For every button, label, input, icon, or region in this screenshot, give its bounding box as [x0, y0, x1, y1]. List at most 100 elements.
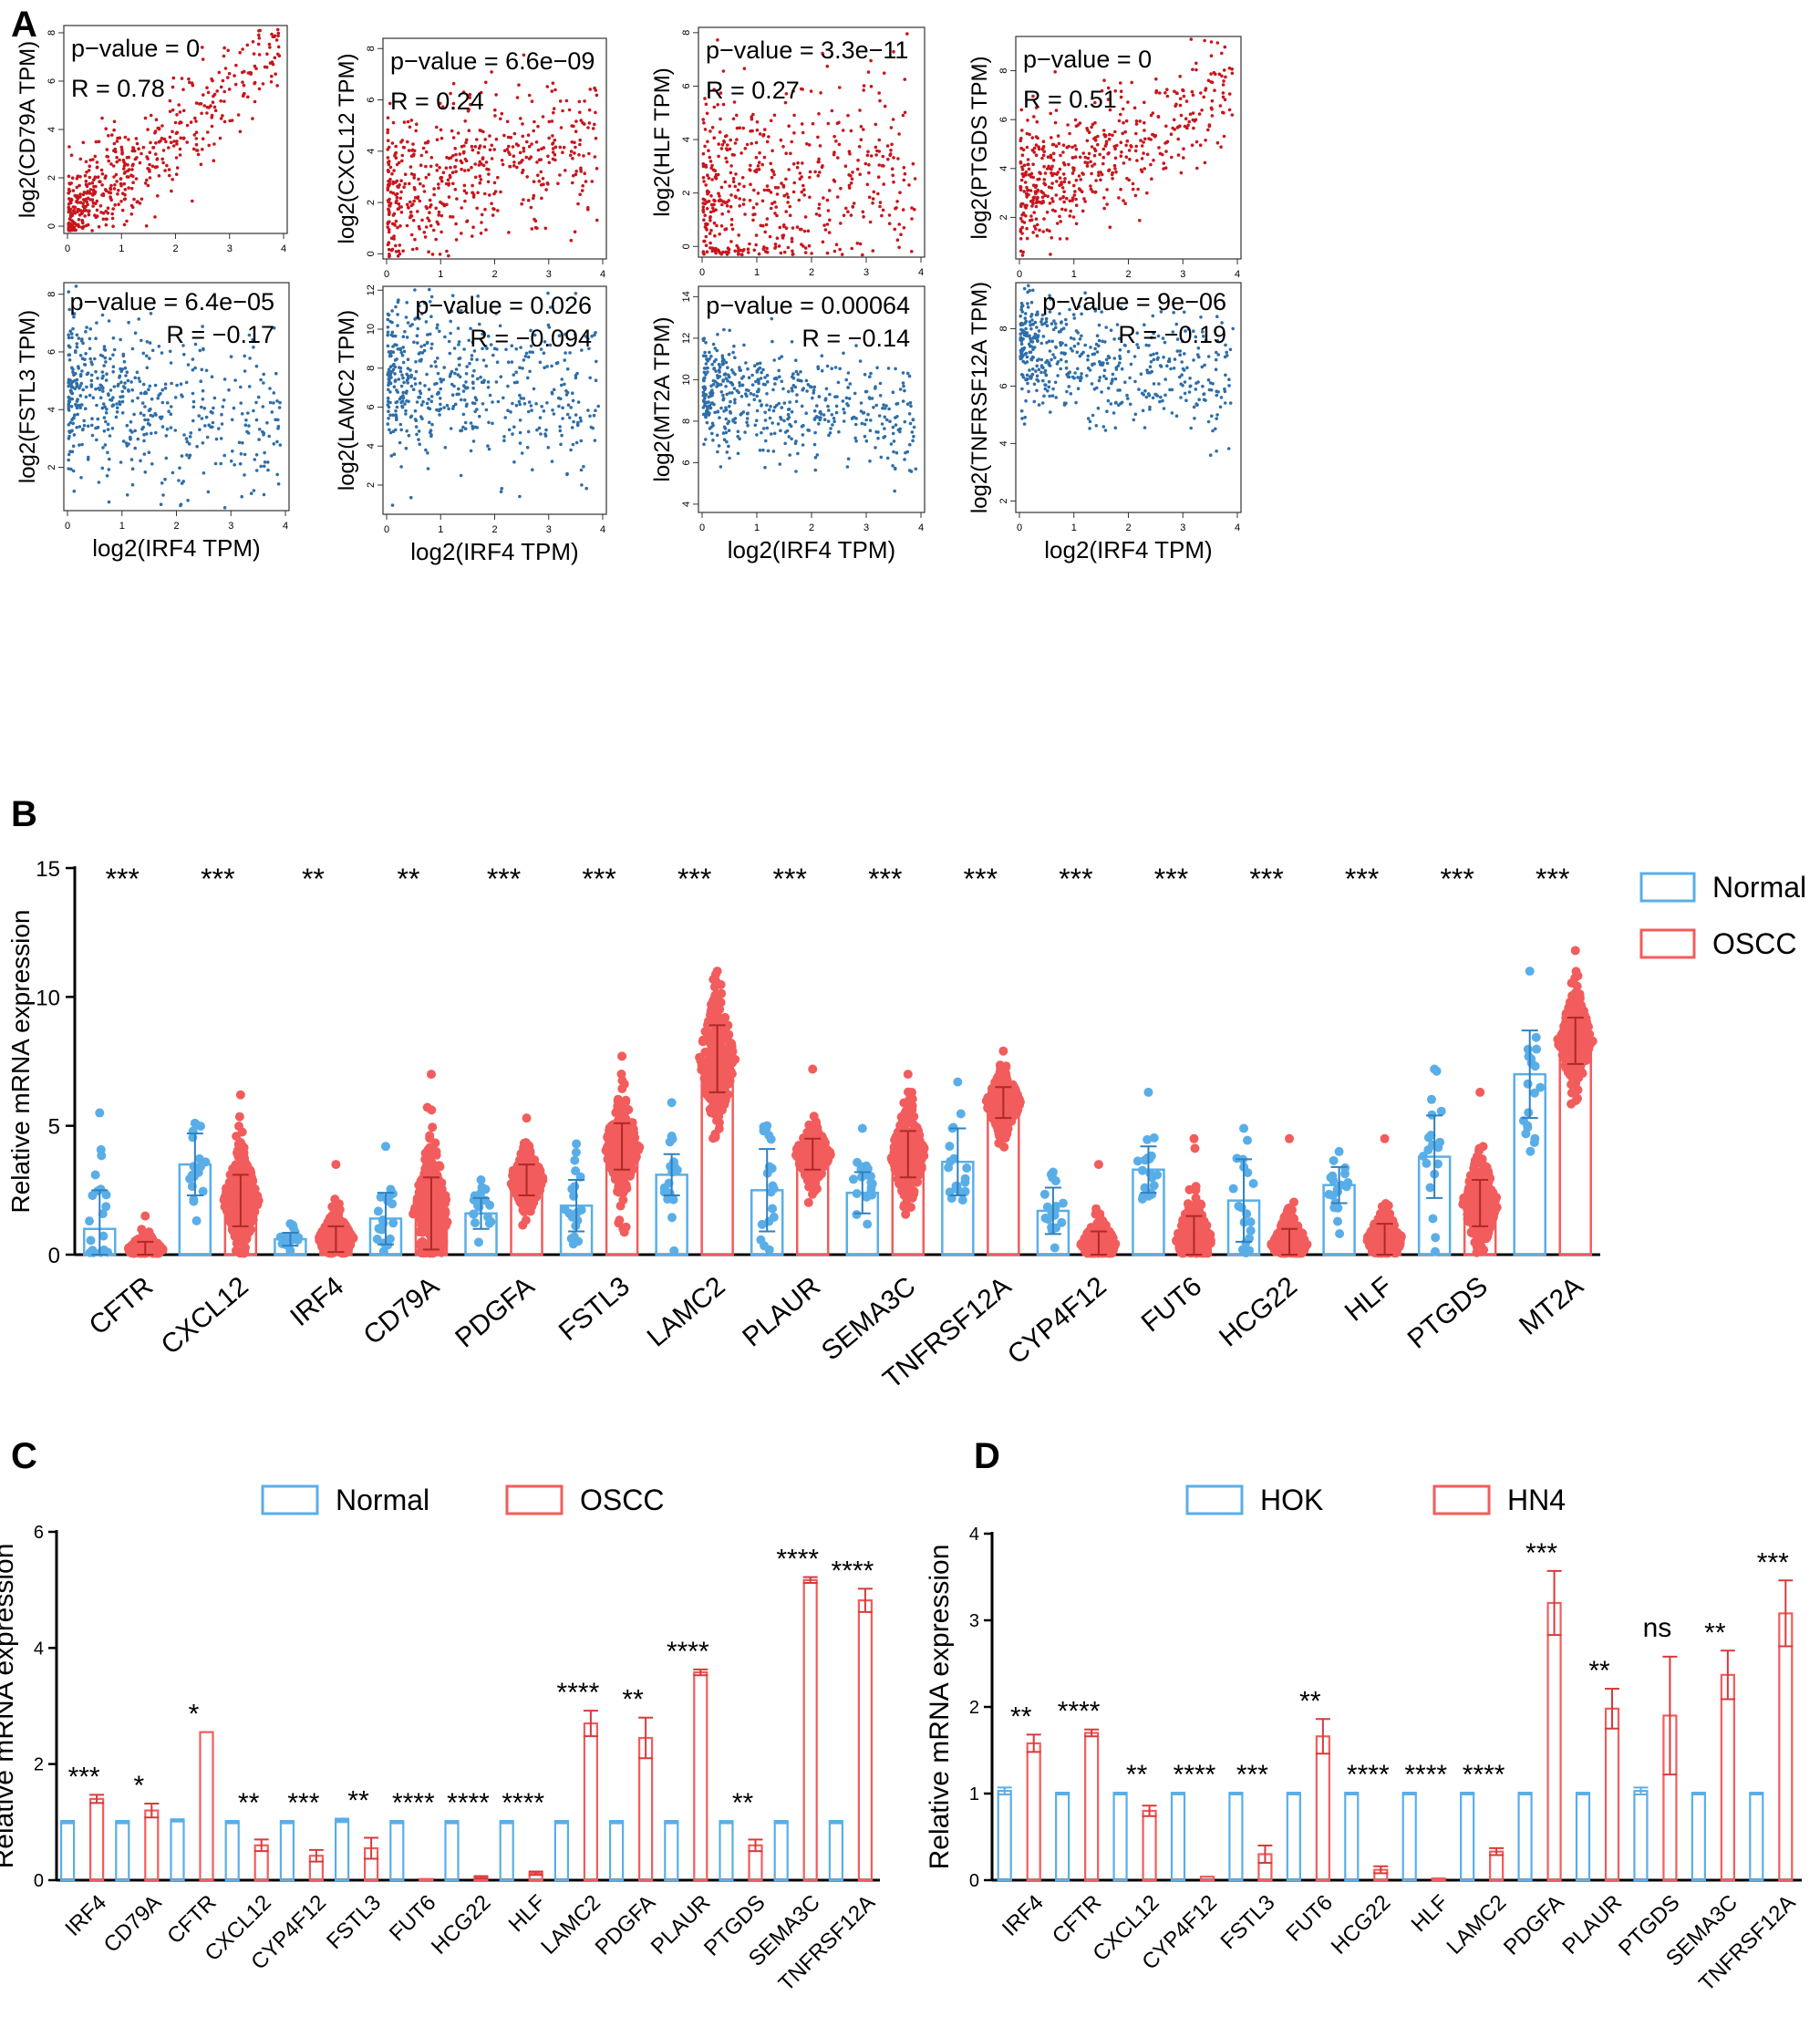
data-point [817, 157, 821, 161]
data-point [1020, 172, 1025, 176]
data-point [145, 340, 150, 344]
data-point [890, 142, 894, 147]
data-point [847, 397, 852, 400]
data-point [1133, 149, 1138, 153]
data-point [701, 390, 706, 395]
data-point [265, 52, 269, 56]
data-point [254, 400, 258, 405]
data-point [836, 156, 840, 160]
data-point [914, 467, 918, 471]
data-point [212, 94, 215, 98]
data-point [419, 345, 423, 348]
data-point [750, 129, 754, 133]
data-point [77, 218, 81, 222]
data-point [451, 81, 456, 86]
data-point [392, 452, 397, 457]
data-point [862, 84, 866, 88]
data-point [729, 138, 732, 142]
data-point [904, 450, 907, 455]
data-point [401, 346, 406, 349]
data-point [71, 379, 75, 384]
data-point [739, 377, 744, 380]
data-point [136, 396, 140, 400]
data-point [418, 199, 422, 203]
data-point [73, 193, 77, 198]
data-point [1072, 193, 1077, 197]
data-point [243, 452, 247, 457]
data-point [536, 173, 540, 177]
data-point [909, 404, 913, 408]
data-point [1035, 326, 1039, 329]
data-point [527, 144, 532, 149]
data-point [911, 161, 915, 166]
data-point [487, 172, 491, 176]
data-point [837, 142, 842, 147]
data-point [439, 377, 442, 381]
data-point [588, 88, 593, 91]
data-point [1053, 120, 1058, 125]
data-point [1209, 80, 1213, 84]
data-point [429, 295, 434, 299]
data-point [146, 418, 150, 422]
data-point [738, 204, 741, 208]
data-point [841, 399, 845, 403]
data-point [75, 399, 79, 403]
data-point [830, 367, 833, 371]
data-point [1042, 394, 1046, 398]
data-point [732, 153, 736, 157]
data-point [820, 354, 824, 358]
scatter-points [386, 287, 600, 507]
data-point [67, 384, 70, 388]
data-point [469, 326, 472, 331]
data-point [143, 116, 148, 120]
data-point [1049, 156, 1053, 160]
data-point [527, 93, 532, 98]
data-point [1188, 384, 1193, 388]
data-point [111, 207, 115, 211]
data-point [390, 503, 395, 507]
data-point [849, 213, 853, 217]
data-point [252, 408, 255, 413]
data-point [408, 213, 413, 218]
data-point [708, 404, 712, 408]
data-point [790, 140, 793, 144]
data-point [1033, 190, 1038, 193]
data-point [522, 397, 526, 400]
data-point [457, 357, 461, 361]
data-point [163, 387, 168, 390]
data-point [1051, 353, 1055, 357]
data-point [1030, 372, 1035, 377]
data-point [574, 376, 578, 380]
data-point [79, 303, 83, 307]
data-point [526, 198, 531, 202]
data-point [111, 370, 115, 374]
data-point [136, 200, 140, 203]
data-point [140, 427, 144, 431]
data-point [123, 135, 128, 140]
data-point [425, 206, 429, 211]
data-point [1194, 61, 1198, 66]
data-point [1093, 139, 1098, 142]
data-point [1071, 166, 1075, 170]
data-point [1025, 331, 1029, 335]
data-point [863, 422, 867, 427]
data-point [93, 176, 98, 180]
data-point [881, 406, 884, 410]
data-point [763, 128, 767, 131]
data-point [791, 162, 796, 166]
data-point [828, 431, 832, 435]
data-point [506, 360, 511, 365]
data-point [81, 140, 86, 145]
data-point [747, 376, 751, 380]
data-point [846, 113, 850, 118]
data-point [412, 149, 417, 153]
data-point [449, 91, 452, 96]
data-point [104, 189, 109, 192]
data-point [410, 247, 415, 252]
data-point [709, 401, 714, 406]
data-point [1047, 385, 1050, 389]
data-point [399, 351, 404, 355]
data-point [1043, 370, 1047, 375]
